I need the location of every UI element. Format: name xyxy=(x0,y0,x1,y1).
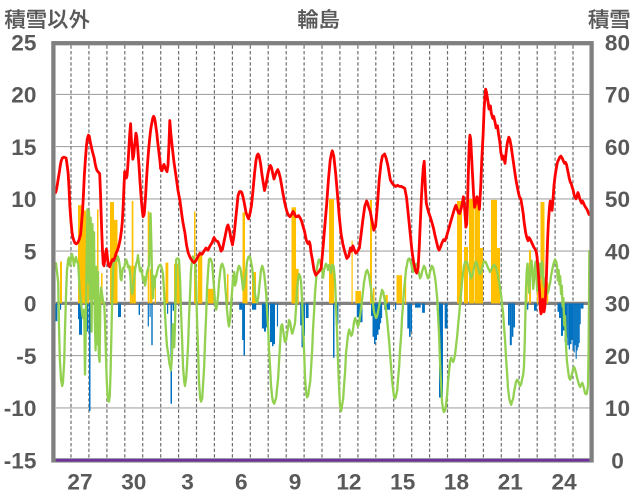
svg-text:0: 0 xyxy=(611,448,624,473)
svg-text:21: 21 xyxy=(498,469,523,494)
svg-text:-15: -15 xyxy=(4,448,37,473)
svg-text:3: 3 xyxy=(181,469,194,494)
svg-text:15: 15 xyxy=(390,469,415,494)
svg-text:15: 15 xyxy=(11,135,36,160)
svg-text:40: 40 xyxy=(605,239,630,264)
svg-text:18: 18 xyxy=(444,469,469,494)
svg-text:24: 24 xyxy=(552,469,578,494)
svg-text:30: 30 xyxy=(605,292,630,317)
svg-text:60: 60 xyxy=(605,135,630,160)
svg-text:10: 10 xyxy=(605,396,630,421)
svg-text:25: 25 xyxy=(11,30,36,55)
svg-text:-10: -10 xyxy=(4,396,37,421)
svg-text:0: 0 xyxy=(24,292,37,317)
svg-text:70: 70 xyxy=(605,83,630,108)
svg-text:30: 30 xyxy=(121,469,146,494)
svg-text:5: 5 xyxy=(24,239,37,264)
svg-text:80: 80 xyxy=(605,30,630,55)
svg-text:20: 20 xyxy=(11,83,36,108)
svg-text:9: 9 xyxy=(289,469,302,494)
svg-text:-5: -5 xyxy=(16,344,36,369)
svg-text:10: 10 xyxy=(11,187,36,212)
svg-text:50: 50 xyxy=(605,187,630,212)
svg-text:20: 20 xyxy=(605,344,630,369)
svg-text:27: 27 xyxy=(67,469,92,494)
svg-text:6: 6 xyxy=(235,469,248,494)
svg-text:12: 12 xyxy=(336,469,361,494)
